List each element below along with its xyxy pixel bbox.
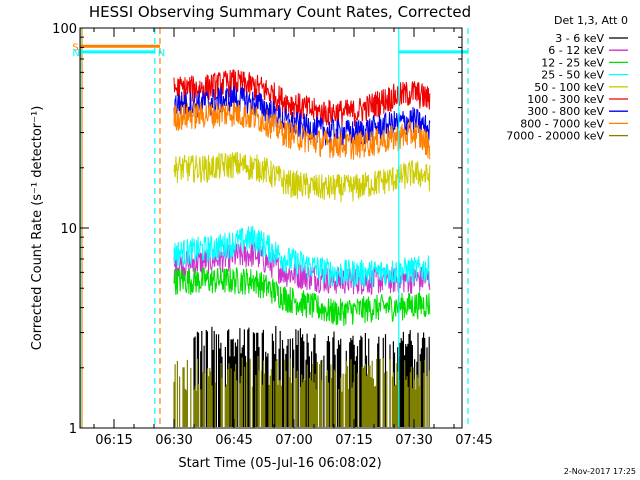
series-trace-path (173, 85, 431, 146)
flag-bar-end-label: N (158, 48, 165, 59)
x-tick-label: 07:45 (455, 433, 492, 448)
legend-entry-label: 6 - 12 keV (548, 44, 604, 57)
series-trace-path (173, 152, 431, 203)
legend-entry-label: 100 - 300 keV (527, 93, 604, 106)
series-trace-path (173, 69, 431, 127)
series-trace-path (173, 356, 430, 427)
x-tick-label: 06:30 (155, 433, 192, 448)
legend-title: Det 1,3, Att 0 (554, 14, 628, 27)
legend-entry-label: 50 - 100 keV (534, 81, 604, 94)
x-tick-label: 07:30 (395, 433, 432, 448)
series-trace-path (173, 225, 431, 288)
y-axis-label: Corrected Count Rate (s⁻¹ detector⁻¹) (30, 106, 45, 351)
legend-entry-label: 7000 - 20000 keV (506, 130, 604, 143)
series-7000-20000kev-kev-trace (173, 356, 430, 427)
series-12-25kev-kev-trace (173, 266, 431, 327)
legend-entry-label: 300 - 800 keV (527, 105, 604, 118)
legend-entry-label: 25 - 50 keV (541, 69, 604, 82)
x-axis-label: Start Time (05-Jul-16 06:08:02) (178, 456, 381, 471)
x-tick-label: 07:00 (275, 433, 312, 448)
series-25-50kev-kev-trace (173, 225, 431, 288)
series-6-12kev-kev-trace (173, 241, 431, 295)
legend-entry-label: 3 - 6 keV (555, 32, 604, 45)
y-tick-label: 100 (52, 22, 77, 37)
x-tick-label: 07:15 (335, 433, 372, 448)
data-layer: SN N (72, 28, 469, 428)
y-tick-label: 10 (60, 222, 77, 237)
series-100-300kev-kev-trace (173, 69, 431, 127)
series-trace-path (173, 101, 431, 160)
chart-title: HESSI Observing Summary Count Rates, Cor… (89, 3, 471, 21)
series-300-800kev-kev-trace (173, 85, 431, 146)
flag-bar-label: S (72, 42, 78, 53)
x-tick-label: 06:15 (95, 433, 132, 448)
legend-entry-label: 12 - 25 keV (541, 56, 604, 69)
series-50-100kev-kev-trace (173, 152, 431, 203)
axis-layer: 1 10 100 06:15 06:30 06:45 07:00 07:15 07:30 07:4… (52, 22, 493, 448)
y-tick-label: 1 (69, 422, 77, 437)
flag-bar-label: N (72, 48, 79, 59)
series-trace-path (173, 241, 431, 295)
legend-entry-label: 800 - 7000 keV (520, 117, 604, 130)
x-tick-label: 06:45 (215, 433, 252, 448)
footer-date: 2-Nov-2017 17:25 (564, 467, 636, 476)
series-800-7000kev-kev-trace (173, 101, 431, 160)
series-trace-path (173, 266, 431, 327)
